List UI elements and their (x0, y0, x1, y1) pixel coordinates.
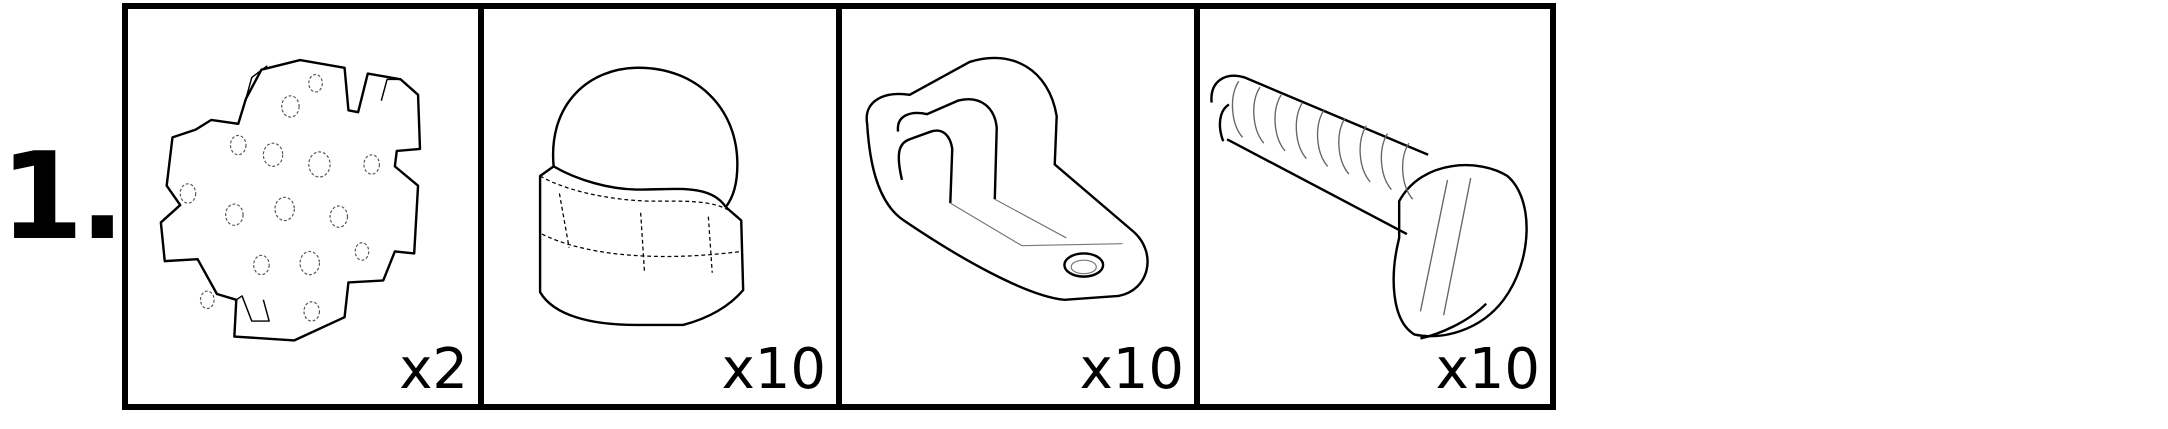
part-cell-slotted-screw: x10 (1194, 3, 1556, 410)
part-cell-acorn-nut: x10 (478, 3, 842, 410)
quantity-label: x10 (1435, 337, 1540, 402)
mounting-disc-icon (159, 58, 422, 342)
quantity-label: x2 (399, 337, 468, 402)
quantity-label: x10 (1079, 337, 1184, 402)
step-number: 1. (0, 128, 125, 267)
quantity-label: x10 (721, 337, 826, 402)
part-cell-cable-clamp: x10 (836, 3, 1200, 410)
part-cell-mounting-disc: x2 (122, 3, 484, 410)
acorn-nut-icon (538, 66, 745, 327)
parts-list: x2 x10 (122, 3, 1556, 410)
slotted-screw-icon (1210, 74, 1528, 340)
cable-clamp-icon (865, 56, 1149, 302)
